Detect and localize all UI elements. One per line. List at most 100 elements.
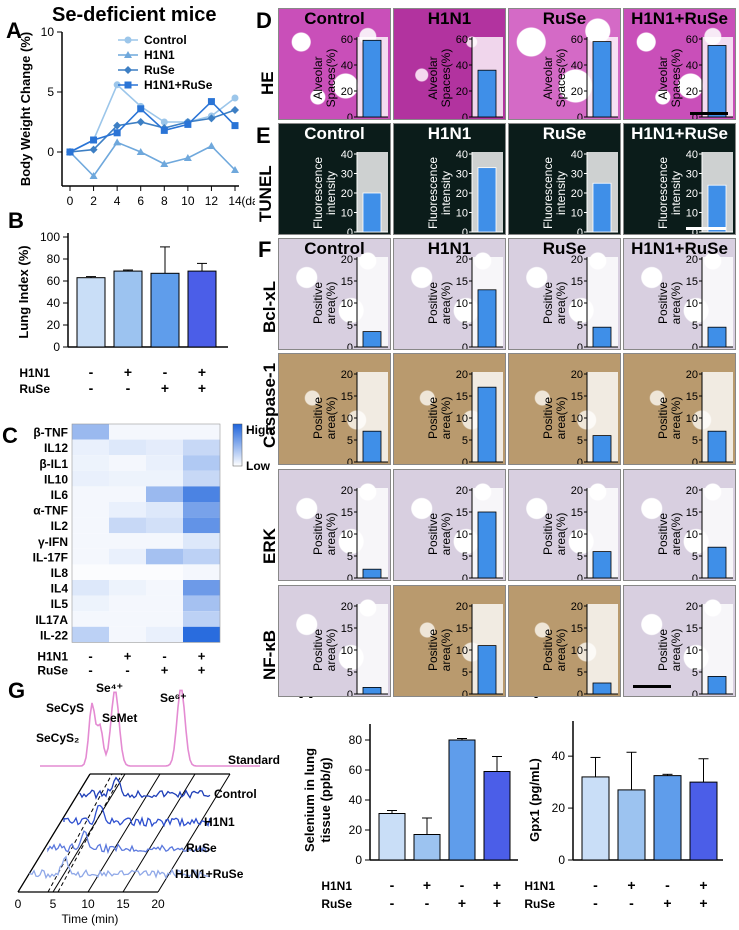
inset-bar [362,687,382,695]
inset-tick-label: 15 [456,391,468,403]
inset-tick-label: 20 [686,601,698,613]
heatmap-cell [146,486,183,502]
legend-label: H1N1 [144,48,175,62]
inset-tick-label: 20 [456,601,468,613]
inset-chart: 0 20 40 60 Alveolar Spaces(%) [541,34,618,119]
bar-RuSe [150,272,180,348]
data-point [207,98,215,106]
inset-tick-label: 60 [341,34,353,46]
colorbar [232,423,243,467]
heatmap-cell [72,486,109,502]
y-tick-label: 5 [47,85,54,99]
inset-tick-label: 10 [571,298,583,310]
inset-tick-label: 0 [347,227,353,235]
x-tick-label: 2 [90,194,97,208]
heatmap-row-label: IL12 [44,441,68,455]
inset-y-label: Positive [656,629,670,671]
heatmap-cell [183,548,220,565]
x-tick-label: 6 [137,194,144,208]
y-tick-label: 80 [349,733,363,747]
series-line-H1N1 [69,141,236,178]
trace-H1N1+RuSe [29,855,211,880]
inset-y-label: area(%) [324,513,338,556]
heatmap-cell [183,455,220,471]
heatmap-cell [146,439,183,456]
inset-chart: 0 5 10 15 20 Positive area(%) [541,601,618,696]
panel-a-title: Se-deficient mice [52,4,217,26]
heatmap-cell [72,502,109,518]
inset-tick-label: 10 [341,645,353,657]
x-tick-label: 14 [228,194,242,208]
inset-tick-label: 10 [571,645,583,657]
inset-tick-label: 15 [456,276,468,288]
heatmap-row-label: γ-IFN [38,535,68,549]
inset-background [357,604,388,694]
inset-chart: 0 20 40 60 Alveolar Spaces(%) [656,34,733,119]
heatmap-row-label: IL10 [44,472,68,486]
bar-H1N1 [413,834,441,861]
inset-chart: 0 10 20 30 40 Fluorescence intensity [656,149,733,235]
bar-RuSe [448,739,476,861]
colorbar-low: Low [246,459,271,473]
heatmap-cell [146,455,183,471]
inset-tick-label: 20 [341,188,353,200]
heatmap-cell [146,548,183,565]
inset-y-label: Positive [541,397,555,439]
row2-label: RuSe [525,897,555,911]
ihc-tile-Caspase-1: 0 5 10 15 20 Positive area(%) [278,353,391,465]
inset-tick-label: 20 [571,188,583,200]
heatmap-cell [109,533,146,549]
ihc-tile-NF-κB: 0 5 10 15 20 Positive area(%) [508,585,621,697]
bar-H1N1+RuSe [689,781,718,861]
legend-marker [124,36,132,44]
heatmap-cell [72,595,109,612]
inset-y-label: area(%) [439,397,453,440]
inset-tick-label: 0 [462,573,468,581]
inset-background [357,488,388,578]
panel-label-b: B [8,208,24,233]
tile-title: H1N1+RuSe [631,124,728,143]
inset-chart: 0 5 10 15 20 Positive area(%) [426,485,503,581]
inset-tick-label: 0 [462,227,468,235]
inset-tick-label: 5 [692,435,698,447]
inset-tick-label: 0 [692,689,698,697]
heatmap-row-label: α-TNF [33,504,68,518]
inset-background [587,604,618,694]
inset-tick-label: 0 [462,689,468,697]
panel-label-e: E [256,123,271,148]
inset-tick-label: 0 [692,227,698,235]
heatmap-cell [109,548,146,565]
inset-bar [477,289,497,348]
tile-title: Control [304,239,365,258]
ihc-tile-Caspase-1: 0 5 10 15 20 Positive area(%) [623,353,736,465]
inset-y-label: Positive [541,513,555,555]
inset-tick-label: 15 [686,276,698,288]
legend-marker [124,51,132,58]
inset-tick-label: 15 [456,623,468,635]
inset-tick-label: 0 [347,112,353,120]
inset-bar [477,167,497,233]
data-point [113,81,121,89]
inset-y-label: Positive [311,397,325,439]
bar-RuSe [653,775,682,861]
inset-tick-label: 0 [462,342,468,350]
heatmap-cell [183,486,220,502]
heatmap-cell [146,626,183,643]
hplc-chromatogram: Se⁴⁺ Se⁶⁺ SeCyS SeMet SeCyS₂ Standard Control H… [15,681,280,926]
inset-chart: 0 5 10 15 20 Positive area(%) [541,254,618,349]
data-point [207,114,216,123]
row2-sign: - [425,895,430,911]
inset-chart: 0 20 40 60 Alveolar Spaces(%) [426,34,503,119]
heatmap-cell [109,455,146,471]
heatmap-cell [109,626,146,643]
y-tick-label: 40 [47,296,61,310]
inset-tick-label: 60 [571,34,583,46]
inset-y-label: area(%) [554,397,568,440]
panel-label-f: F [258,237,272,262]
data-point [183,154,192,161]
inset-tick-label: 10 [571,208,583,220]
row2-sign: - [125,662,129,677]
inset-bar [477,645,497,695]
bar-H1N1 [617,789,646,861]
scale-bar [633,685,671,688]
